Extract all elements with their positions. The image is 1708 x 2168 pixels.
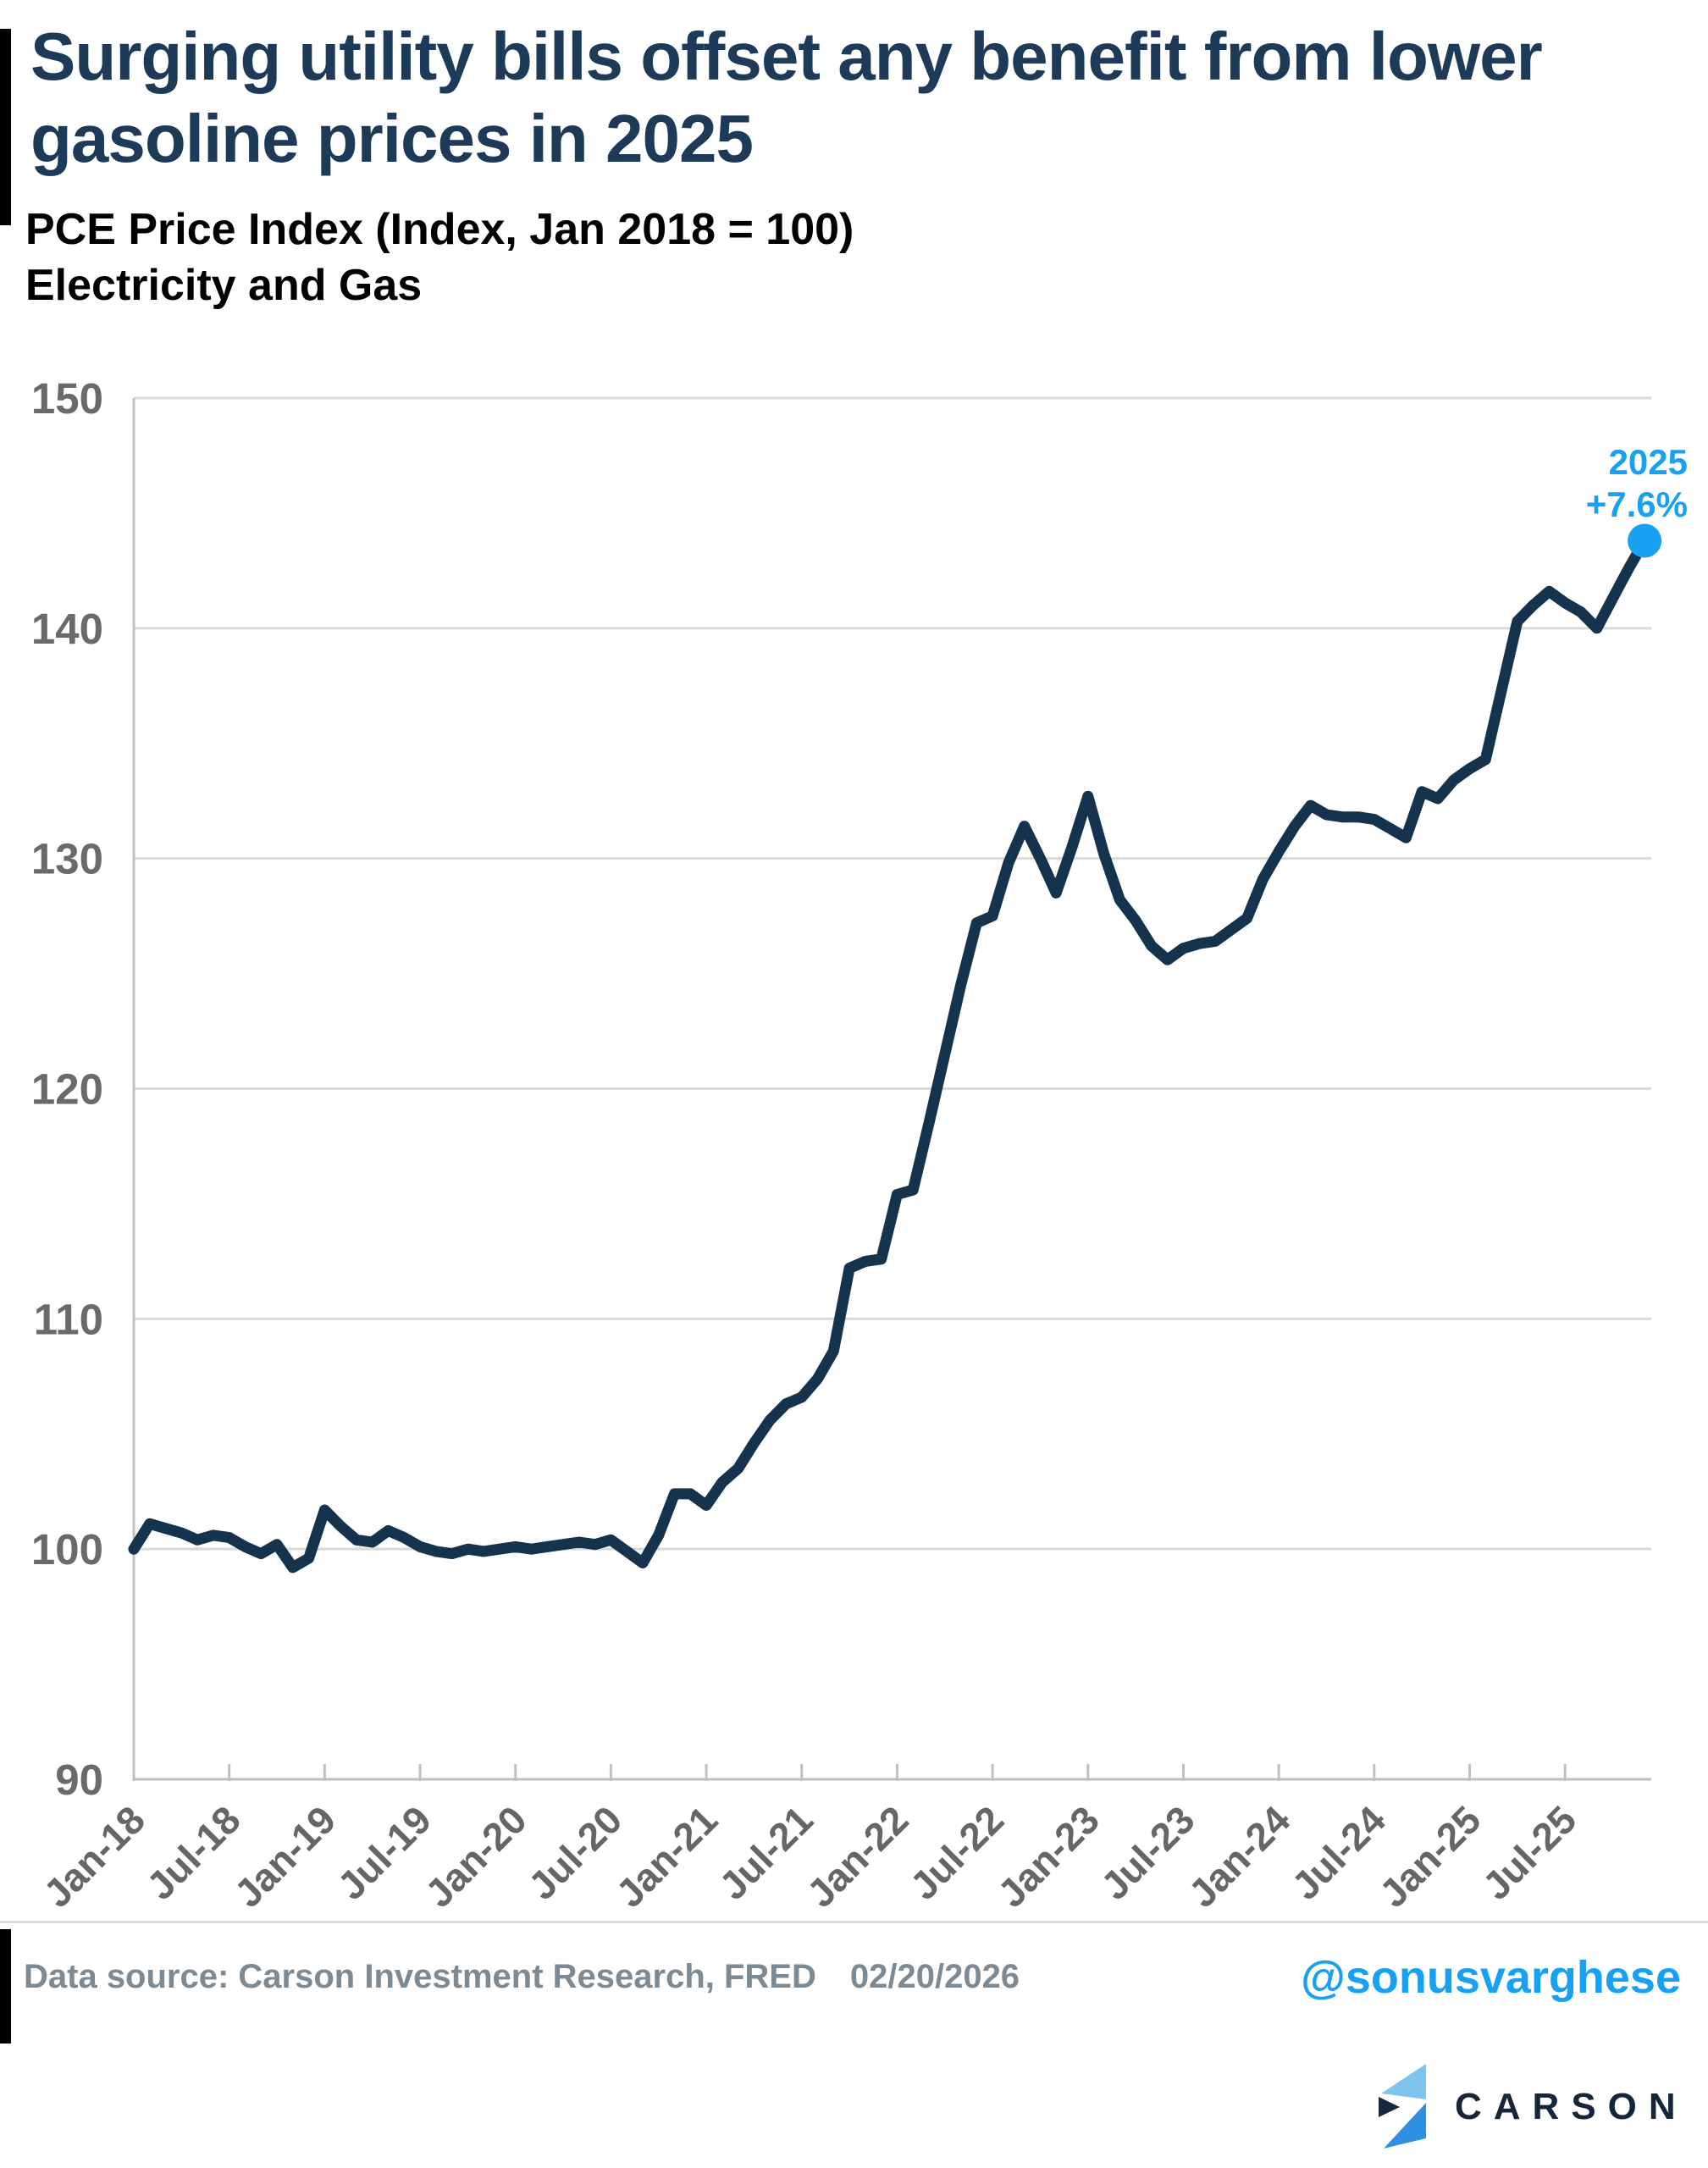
social-handle: @sonusvarghese bbox=[1301, 1952, 1681, 2003]
end-point-dot bbox=[1628, 523, 1662, 558]
y-axis-label-120: 120 bbox=[31, 1065, 103, 1114]
x-axis-label-Jan-22: Jan-22 bbox=[799, 1797, 917, 1916]
x-axis-label-Jul-25: Jul-25 bbox=[1473, 1797, 1584, 1908]
footer-accent-bar bbox=[0, 1929, 11, 2044]
title-accent-bar bbox=[0, 29, 11, 225]
x-axis-label-Jan-19: Jan-19 bbox=[226, 1797, 345, 1916]
data-source-text: Data source: Carson Investment Research,… bbox=[24, 1958, 1020, 1996]
x-axis-label-Jan-21: Jan-21 bbox=[607, 1797, 726, 1916]
y-axis-label-140: 140 bbox=[31, 605, 103, 653]
x-axis-label-Jan-20: Jan-20 bbox=[417, 1797, 535, 1916]
x-axis-label-Jan-18: Jan-18 bbox=[35, 1797, 153, 1916]
y-axis-label-130: 130 bbox=[31, 835, 103, 883]
carson-logo-text: CARSON bbox=[1455, 2085, 1688, 2127]
page-title: Surging utility bills offset any benefit… bbox=[30, 19, 1543, 176]
y-axis-label-110: 110 bbox=[34, 1295, 103, 1343]
subtitle-line-2: Electricity and Gas bbox=[25, 261, 423, 310]
x-axis-label-Jan-23: Jan-23 bbox=[989, 1797, 1108, 1916]
footer-divider bbox=[0, 1921, 1708, 1923]
date-stamp: 02/20/2026 bbox=[849, 1958, 1020, 1995]
subtitle-line-1: PCE Price Index (Index, Jan 2018 = 100) bbox=[25, 205, 854, 254]
data-source-label: Data source: Carson Investment Research,… bbox=[24, 1958, 816, 1995]
series-line bbox=[128, 535, 1650, 1573]
carson-logo: CARSON bbox=[1379, 2064, 1688, 2149]
x-axis-label-Jan-25: Jan-25 bbox=[1371, 1797, 1490, 1916]
annotation-year: 2025 bbox=[1609, 442, 1688, 482]
y-axis-label-150: 150 bbox=[31, 374, 103, 423]
y-axis-label-100: 100 bbox=[31, 1525, 103, 1573]
carson-logo-icon bbox=[1379, 2064, 1426, 2149]
y-axis-label-90: 90 bbox=[55, 1756, 103, 1804]
chart-subtitle: PCE Price Index (Index, Jan 2018 = 100) … bbox=[25, 202, 854, 313]
annotation-change: +7.6% bbox=[1586, 484, 1688, 524]
x-axis-label-Jan-24: Jan-24 bbox=[1180, 1797, 1298, 1916]
